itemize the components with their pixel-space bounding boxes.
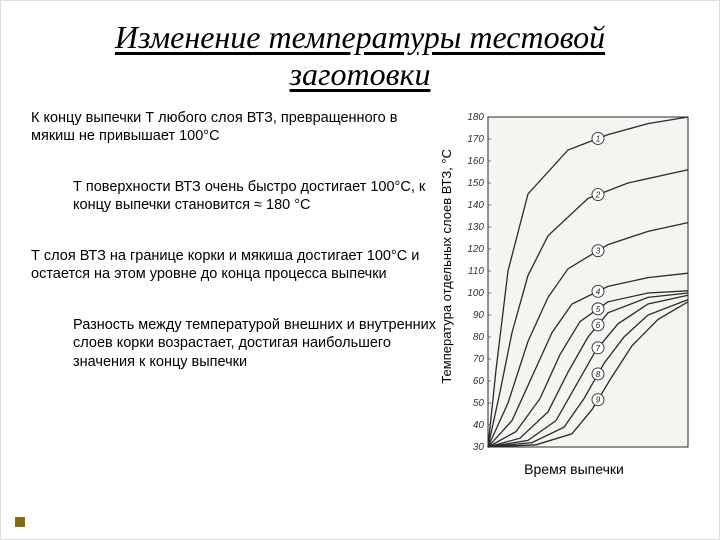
para-2: Т поверхности ВТЗ очень быстро достигает… [73, 178, 439, 215]
svg-text:160: 160 [467, 156, 484, 167]
svg-text:1: 1 [596, 134, 600, 143]
svg-text:6: 6 [596, 320, 601, 329]
svg-text:80: 80 [473, 332, 485, 343]
svg-text:110: 110 [468, 266, 484, 277]
svg-text:8: 8 [596, 370, 601, 379]
svg-text:4: 4 [596, 287, 601, 296]
para-1: К концу выпечки Т любого слоя ВТЗ, превр… [31, 109, 439, 146]
svg-text:9: 9 [596, 395, 601, 404]
svg-text:70: 70 [473, 354, 485, 365]
svg-text:5: 5 [596, 304, 601, 313]
chart-wrap: 3040506070809010011012013014015016017018… [458, 109, 690, 477]
svg-text:140: 140 [467, 200, 484, 211]
page-title: Изменение температуры тестовой заготовки [1, 1, 719, 99]
para-4: Разность между температурой внешних и вн… [73, 316, 439, 372]
svg-text:100: 100 [467, 288, 484, 299]
chart-ylabel: Температура отдельных слоев ВТЗ, °С [439, 149, 454, 384]
content-row: К концу выпечки Т любого слоя ВТЗ, превр… [1, 99, 719, 497]
svg-text:170: 170 [467, 134, 484, 145]
para-3: Т слоя ВТЗ на границе корки и мякиша дос… [31, 247, 439, 284]
svg-text:130: 130 [467, 222, 484, 233]
svg-text:150: 150 [467, 178, 484, 189]
svg-text:50: 50 [473, 398, 485, 409]
svg-text:40: 40 [473, 420, 485, 431]
svg-text:120: 120 [467, 244, 484, 255]
svg-text:7: 7 [596, 343, 601, 352]
svg-text:60: 60 [473, 376, 485, 387]
chart-column: Температура отдельных слоев ВТЗ, °С 30 40… [439, 109, 699, 477]
svg-text:180: 180 [467, 112, 484, 123]
chart-xlabel: Время выпечки [458, 461, 690, 477]
svg-text:3: 3 [596, 246, 601, 255]
svg-text:30: 30 [473, 442, 485, 453]
temperature-chart: 3040506070809010011012013014015016017018… [458, 109, 690, 455]
svg-text:2: 2 [595, 190, 601, 199]
text-column: К концу выпечки Т любого слоя ВТЗ, превр… [31, 109, 439, 477]
slide-footer-square [15, 517, 25, 527]
svg-text:90: 90 [473, 310, 485, 321]
